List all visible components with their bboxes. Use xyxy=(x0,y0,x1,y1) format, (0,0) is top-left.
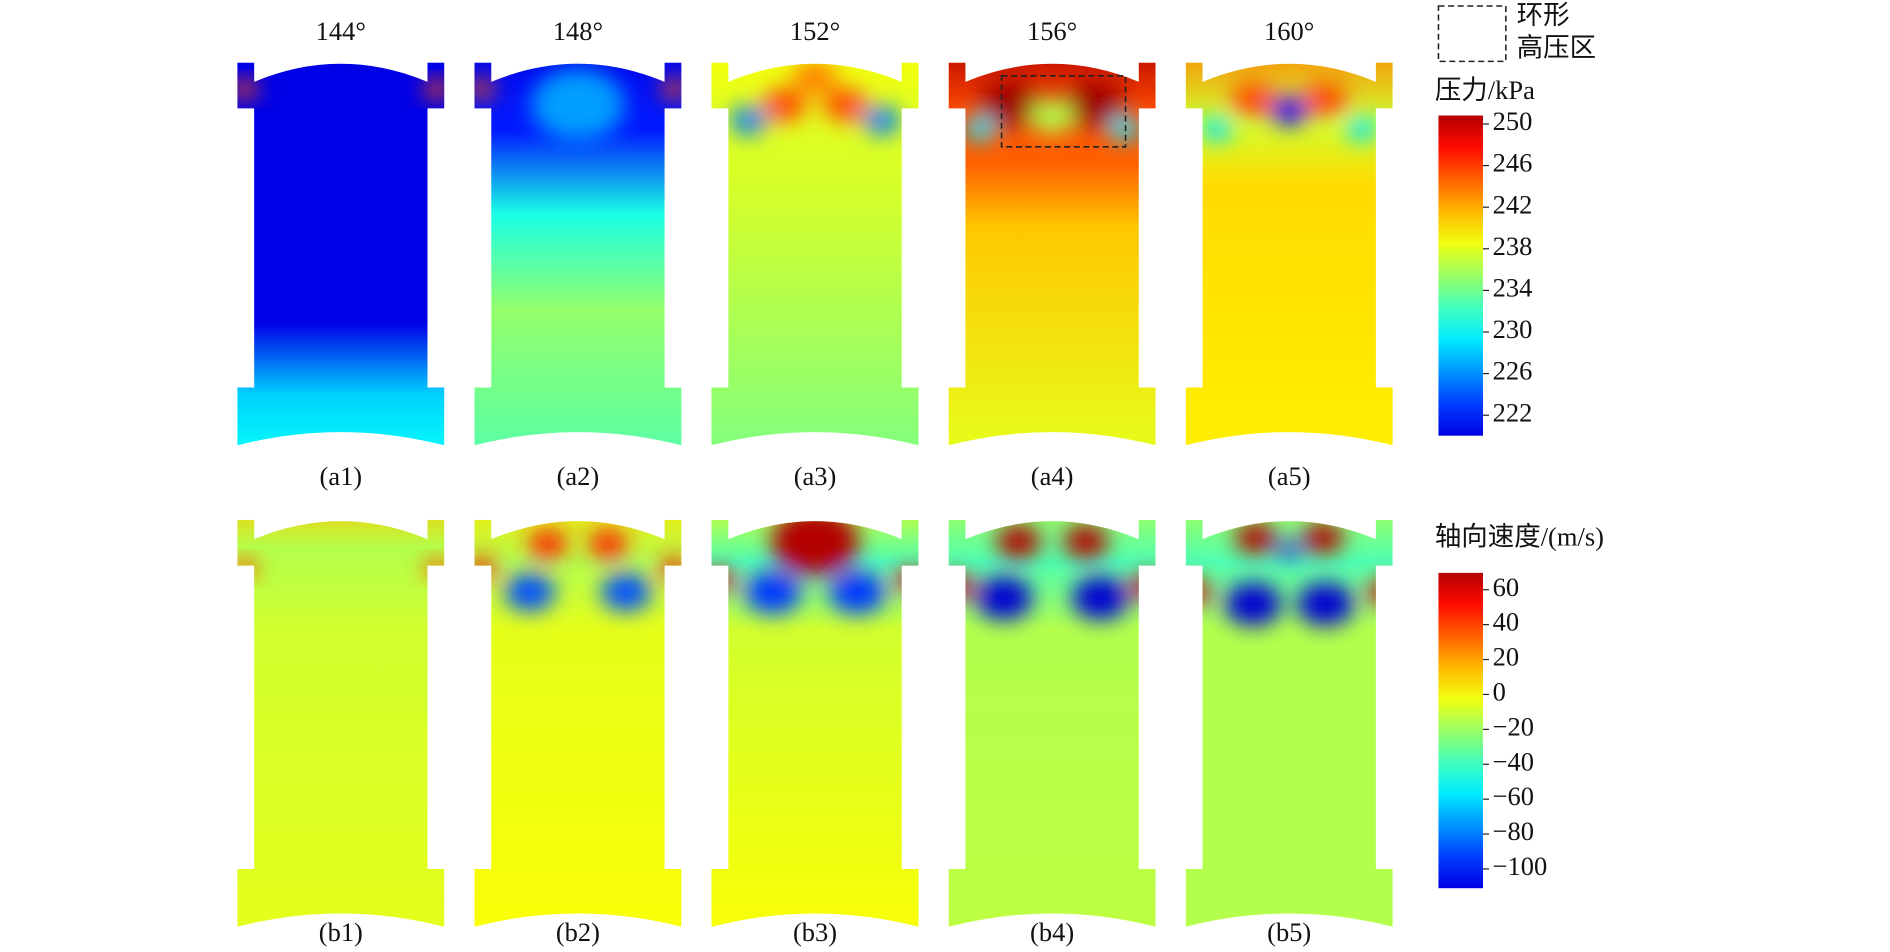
colorbar-tick-label: 226 xyxy=(1493,356,1533,386)
contour-panel xyxy=(711,62,919,446)
colorbar-title: 轴向速度/(m/s) xyxy=(1435,521,1604,551)
contour-panel xyxy=(474,519,682,927)
colorbar-tick-label: 230 xyxy=(1493,314,1533,344)
colorbar-tick-label: 250 xyxy=(1493,106,1533,136)
colorbar-tick-label: 238 xyxy=(1493,231,1533,261)
high-pressure-box xyxy=(1000,75,1127,148)
colorbar-tick-label: −20 xyxy=(1493,711,1534,741)
contour-panel xyxy=(1185,62,1393,446)
contour-panel xyxy=(237,62,445,446)
colorbar xyxy=(1438,115,1483,436)
column-angle: 156° xyxy=(1027,16,1077,46)
colorbar-tick-label: −60 xyxy=(1493,781,1534,811)
contour-panel xyxy=(711,519,919,927)
colorbar-tick-label: −40 xyxy=(1493,746,1534,776)
colorbar-tick-label: 20 xyxy=(1493,642,1519,672)
colorbar-title: 压力/kPa xyxy=(1435,75,1535,105)
colorbar-tick-label: 246 xyxy=(1493,148,1533,178)
colorbar-tick-label: 40 xyxy=(1493,607,1519,637)
colorbar xyxy=(1438,572,1483,889)
legend-label: 环形 xyxy=(1517,0,1570,30)
panel-label: (b1) xyxy=(319,917,363,947)
column-angle: 144° xyxy=(316,16,366,46)
contour-panel xyxy=(948,519,1156,927)
column-angle: 160° xyxy=(1264,16,1314,46)
panel-label: (a3) xyxy=(794,461,837,491)
colorbar-tick-label: −100 xyxy=(1493,851,1548,881)
contour-panel xyxy=(237,519,445,927)
legend-box xyxy=(1437,5,1507,63)
colorbar-tick-label: 0 xyxy=(1493,677,1506,707)
colorbar-tick-label: −80 xyxy=(1493,816,1534,846)
colorbar-tick-label: 234 xyxy=(1493,272,1533,302)
panel-label: (a1) xyxy=(320,461,363,491)
column-angle: 152° xyxy=(790,16,840,46)
panel-label: (b3) xyxy=(793,917,837,947)
panel-label: (a5) xyxy=(1268,461,1311,491)
panel-label: (b4) xyxy=(1030,917,1074,947)
colorbar-tick-label: 242 xyxy=(1493,189,1533,219)
colorbar-tick-label: 60 xyxy=(1493,572,1519,602)
panel-label: (a4) xyxy=(1031,461,1074,491)
colorbar-tick-label: 222 xyxy=(1493,397,1533,427)
contour-panel xyxy=(1185,519,1393,927)
panel-label: (b2) xyxy=(556,917,600,947)
contour-panel xyxy=(948,62,1156,446)
legend-label: 高压区 xyxy=(1517,33,1596,63)
panel-label: (b5) xyxy=(1267,917,1311,947)
column-angle: 148° xyxy=(553,16,603,46)
panel-label: (a2) xyxy=(557,461,600,491)
contour-panel xyxy=(474,62,682,446)
